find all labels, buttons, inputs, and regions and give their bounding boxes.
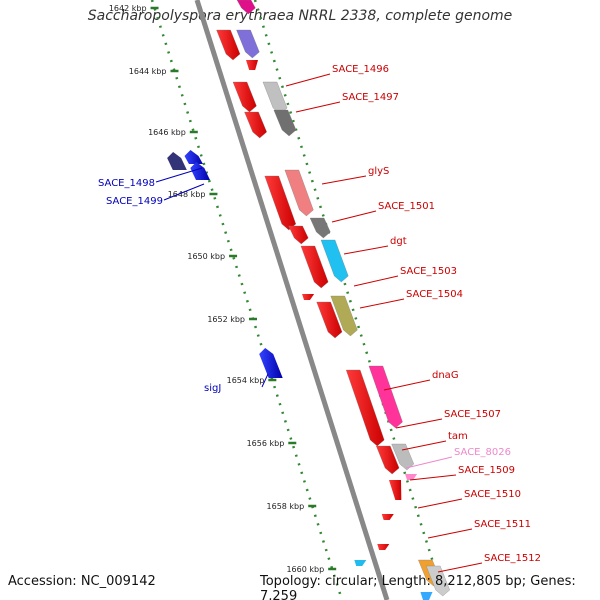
cds-block-red bbox=[316, 301, 343, 339]
gene-leader-line bbox=[409, 474, 457, 481]
gene-label-sace_8026: SACE_8026 bbox=[454, 447, 511, 458]
gene-leader-line bbox=[395, 418, 443, 429]
tick-label: 1660 kbp bbox=[286, 565, 324, 574]
feature-layer bbox=[167, 60, 433, 600]
gene-label-tam: tam bbox=[448, 431, 468, 442]
cds-block-red bbox=[216, 29, 241, 61]
gene-label-sace_1501: SACE_1501 bbox=[378, 201, 435, 212]
cds-block-purple bbox=[236, 29, 260, 59]
gene-leader-line bbox=[353, 275, 399, 287]
gene-label-sace_1498: SACE_1498 bbox=[98, 178, 155, 189]
gene-label-sace_1503: SACE_1503 bbox=[400, 266, 457, 277]
cds-block-red bbox=[376, 445, 400, 475]
tick-label: 1650 kbp bbox=[187, 252, 225, 261]
accession-text: Accession: NC_009142 bbox=[8, 574, 156, 589]
cds-block-darkgrey bbox=[273, 109, 297, 137]
small-feature-red bbox=[389, 480, 402, 500]
gene-leader-line bbox=[417, 498, 463, 509]
tick-label: 1646 kbp bbox=[148, 128, 186, 137]
gene-label-sace_1511: SACE_1511 bbox=[474, 519, 531, 530]
cds-block-red bbox=[232, 81, 257, 113]
gene-leader-line bbox=[401, 440, 447, 451]
gene-leader-line bbox=[359, 298, 405, 309]
gene-label-sace_1496: SACE_1496 bbox=[332, 64, 389, 75]
gene-label-sace_1512: SACE_1512 bbox=[484, 553, 541, 564]
gene-leader-line bbox=[285, 73, 331, 87]
tick-layer: 1642 kbp 1644 kbp 1646 kbp 1648 kbp 1650 kbp… bbox=[109, 0, 447, 600]
gene-leader-line bbox=[331, 210, 377, 223]
gene-leader-line bbox=[163, 183, 205, 201]
summary-text: Topology: circular; Length: 8,212,805 bp… bbox=[260, 574, 576, 600]
gene-leader-line bbox=[427, 528, 473, 539]
small-feature-red bbox=[381, 514, 394, 520]
label-layer: SACE_1496 SACE_1497 SACE_1498 SACE_1499 glyS… bbox=[98, 64, 541, 573]
map-title: Saccharopolyspora erythraea NRRL 2338, c… bbox=[87, 8, 513, 24]
genome-backbone-line bbox=[194, 0, 390, 600]
cds-block-magenta bbox=[368, 365, 403, 429]
gene-label-sace_1497: SACE_1497 bbox=[342, 92, 399, 103]
gene-leader-line bbox=[321, 175, 367, 185]
gene-leader-line bbox=[295, 101, 341, 113]
gene-label-dnag: dnaG bbox=[432, 370, 459, 381]
cds-block-olive bbox=[330, 295, 358, 337]
cds-block-salmon bbox=[284, 169, 314, 217]
minus-strand-gene-blue bbox=[190, 162, 210, 180]
gene-leader-line bbox=[343, 245, 389, 255]
minus-strand-gene-darkblue bbox=[167, 152, 187, 170]
tick-label: 1656 kbp bbox=[247, 439, 285, 448]
cds-block-red bbox=[244, 111, 267, 139]
gene-label-dgt: dgt bbox=[390, 236, 407, 247]
gene-leader-line bbox=[261, 373, 269, 388]
gene-leader-line bbox=[155, 167, 203, 183]
small-feature-pink bbox=[405, 474, 418, 480]
gene-label-sace_1504: SACE_1504 bbox=[406, 289, 463, 300]
gene-label-sace_1509: SACE_1509 bbox=[458, 465, 515, 476]
minus-strand-gene-blue bbox=[184, 150, 203, 164]
gene-leader-line bbox=[383, 379, 431, 391]
gene-leader-line bbox=[405, 456, 453, 469]
tick-label: 1654 kbp bbox=[227, 376, 265, 385]
tick-label: 1642 kbp bbox=[109, 4, 147, 13]
gene-label-sace_1510: SACE_1510 bbox=[464, 489, 521, 500]
small-feature-red bbox=[302, 294, 315, 300]
cds-layer bbox=[216, 0, 450, 597]
tick-label: 1658 kbp bbox=[267, 502, 305, 511]
gene-leader-line bbox=[437, 562, 483, 573]
tick-label: 1648 kbp bbox=[168, 190, 206, 199]
tick-label: 1652 kbp bbox=[207, 315, 245, 324]
gene-label-sigj: sigJ bbox=[204, 383, 221, 394]
gene-label-glys: glyS bbox=[368, 166, 389, 177]
cds-block-grey bbox=[426, 565, 450, 597]
backbone-layer bbox=[194, 0, 390, 600]
tick-label: 1644 kbp bbox=[129, 67, 167, 76]
small-feature-red bbox=[246, 60, 258, 70]
cds-block-red bbox=[288, 225, 309, 245]
cds-block-red bbox=[345, 369, 385, 447]
gene-label-sace_1507: SACE_1507 bbox=[444, 409, 501, 420]
cds-block-darkgrey bbox=[309, 217, 331, 239]
minus-strand-gene-blue bbox=[259, 348, 283, 378]
cds-block-red bbox=[300, 245, 329, 289]
small-feature-red bbox=[377, 544, 390, 550]
small-feature-cyan bbox=[420, 592, 433, 600]
cds-block-cyan bbox=[320, 239, 349, 283]
small-feature-cyan bbox=[354, 560, 367, 566]
cds-block-pink bbox=[236, 0, 256, 15]
gene-label-sace_1499: SACE_1499 bbox=[106, 196, 163, 207]
